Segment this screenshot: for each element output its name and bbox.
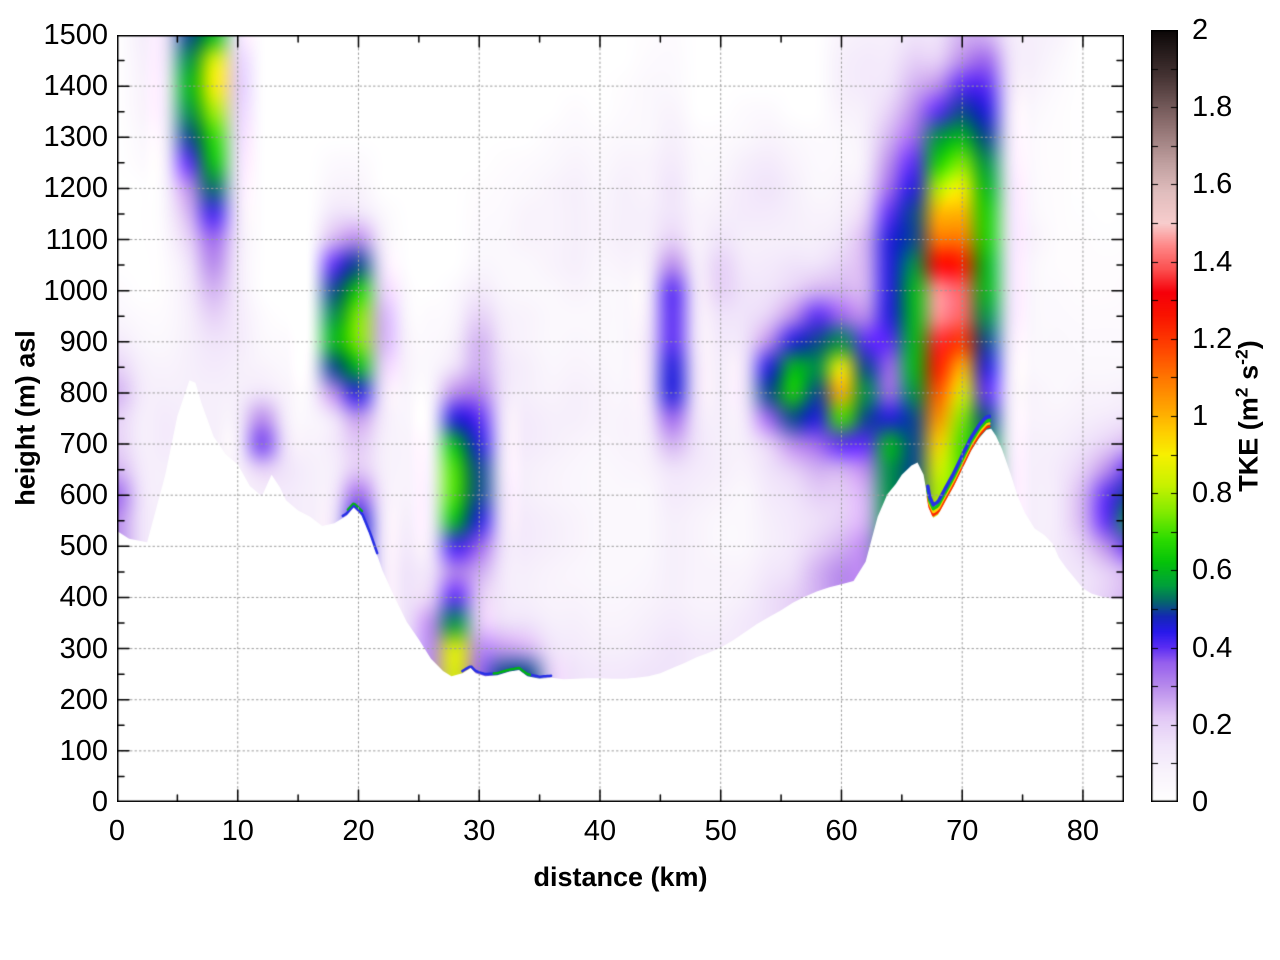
colorbar-title-mid: s [1233,364,1264,388]
colorbar-title: TKE (m2 s-2) [1231,340,1265,492]
cb-tick-label-0.2: 0.2 [1192,708,1233,741]
colorbar-title-suffix: ) [1233,340,1264,350]
cb-tick-label-0: 0 [1192,786,1209,818]
colorbar-title-sup2: -2 [1231,349,1252,365]
x-tick-label-70: 70 [946,815,979,847]
y-tick-label-1500: 1500 [43,19,108,51]
y-tick-label-0: 0 [91,786,108,818]
x-tick-label-30: 30 [463,815,496,847]
cb-tick-label-0.6: 0.6 [1192,554,1233,587]
heatmap-plot-canvas [117,35,1124,802]
cb-tick-label-2: 2 [1192,14,1209,46]
cb-tick-label-1.4: 1.4 [1192,245,1233,278]
y-tick-label-100: 100 [59,734,108,767]
x-tick-label-50: 50 [704,815,737,847]
x-tick-label-80: 80 [1066,815,1100,847]
colorbar-title-prefix: TKE (m [1233,397,1264,492]
x-tick-label-40: 40 [583,815,617,847]
y-tick-label-1000: 1000 [43,274,108,307]
cb-tick-label-0.4: 0.4 [1192,631,1233,664]
y-tick-label-600: 600 [59,479,108,512]
y-tick-label-800: 800 [59,376,108,409]
y-tick-label-700: 700 [59,428,108,461]
x-tick-label-60: 60 [825,815,858,847]
y-tick-label-1100: 1100 [45,223,108,256]
y-tick-label-400: 400 [59,581,108,614]
x-axis-title: distance (km) [533,862,708,892]
y-tick-label-300: 300 [59,632,108,665]
colorbar-title-sup1: 2 [1231,387,1252,398]
y-tick-label-1300: 1300 [43,121,108,154]
y-tick-label-500: 500 [59,530,108,563]
x-tick-label-20: 20 [342,815,375,847]
y-axis-title: height (m) asl [10,330,41,506]
y-tick-label-1400: 1400 [43,70,108,103]
cb-tick-label-1: 1 [1192,400,1209,432]
x-tick-label-10: 10 [221,815,254,847]
colorbar-canvas [1151,30,1178,802]
cb-tick-label-0.8: 0.8 [1192,477,1233,510]
y-tick-label-1200: 1200 [43,172,108,205]
y-tick-label-900: 900 [59,325,108,358]
x-tick-label-0: 0 [108,815,126,847]
cb-tick-label-1.6: 1.6 [1192,168,1233,201]
y-tick-label-200: 200 [59,683,108,716]
cb-tick-label-1.8: 1.8 [1192,91,1233,124]
cb-tick-label-1.2: 1.2 [1192,322,1233,355]
